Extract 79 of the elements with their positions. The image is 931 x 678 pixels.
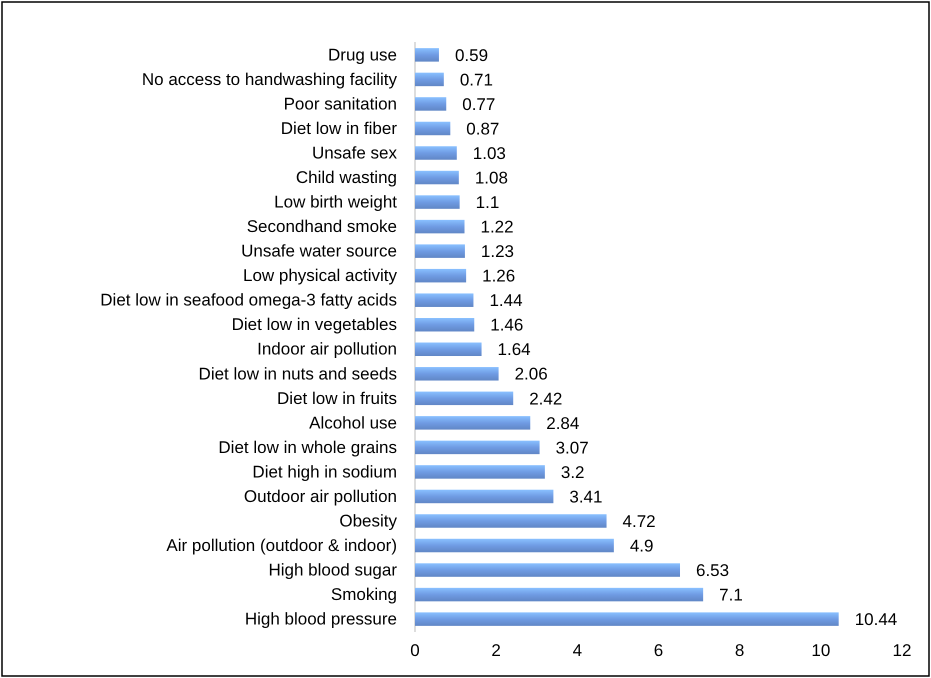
y-tick-label: Diet high in sodium xyxy=(252,462,397,482)
data-label: 3.2 xyxy=(560,462,585,482)
data-label: 1.64 xyxy=(498,340,531,360)
bar xyxy=(415,490,554,504)
data-label: 10.44 xyxy=(854,610,898,630)
x-tick-label: 10 xyxy=(811,641,830,660)
bar xyxy=(415,122,450,136)
y-tick-label: High blood pressure xyxy=(244,610,397,629)
y-tick-label: Air pollution (outdoor & indoor) xyxy=(166,536,397,555)
bar xyxy=(415,514,607,528)
data-label: 1.03 xyxy=(472,144,506,163)
data-label: 0.59 xyxy=(454,46,488,65)
bar xyxy=(415,146,457,160)
y-tick-label: Diet low in seafood omega-3 fatty acids xyxy=(100,290,397,310)
bar xyxy=(415,342,482,356)
data-label: 2.84 xyxy=(546,414,580,433)
data-label: 4.72 xyxy=(622,512,656,531)
data-label: 1.26 xyxy=(482,266,516,286)
y-tick-label: Drug use xyxy=(328,45,397,64)
x-tick-label: 2 xyxy=(491,641,501,660)
bar xyxy=(415,72,444,86)
y-tick-label: Diet low in nuts and seeds xyxy=(198,364,397,384)
bar xyxy=(415,465,545,479)
y-tick-label: Smoking xyxy=(330,585,397,604)
bar xyxy=(415,244,465,258)
y-tick-label: Low birth weight xyxy=(274,192,398,212)
bar xyxy=(415,392,514,406)
data-label: 2.42 xyxy=(529,389,562,408)
x-tick-label: 8 xyxy=(734,641,744,660)
bar xyxy=(415,416,530,430)
y-tick-label: Alcohol use xyxy=(309,413,397,432)
data-label: 3.41 xyxy=(569,487,602,506)
y-tick-label: Diet low in fruits xyxy=(277,388,397,408)
y-tick-label: Indoor air pollution xyxy=(257,340,397,359)
data-label: 1.46 xyxy=(490,316,524,335)
data-label: 1.08 xyxy=(474,168,508,188)
x-tick-label: 0 xyxy=(410,641,420,660)
bar xyxy=(415,97,446,111)
bar xyxy=(415,268,466,282)
y-tick-label: Diet low in vegetables xyxy=(232,315,397,334)
data-label: 1.22 xyxy=(480,218,514,237)
y-tick-label: Low physical activity xyxy=(242,266,398,286)
bar xyxy=(415,170,459,184)
bar xyxy=(415,195,460,209)
data-label: 0.77 xyxy=(462,94,496,114)
y-tick-label: High blood sugar xyxy=(268,560,398,580)
bar xyxy=(415,318,474,332)
data-label: 6.53 xyxy=(696,561,730,580)
x-tick-label: 6 xyxy=(654,641,664,660)
data-label: 0.71 xyxy=(460,70,493,90)
data-label: 1.1 xyxy=(476,193,500,212)
y-tick-label: Diet low in whole grains xyxy=(218,438,397,457)
x-tick-label: 4 xyxy=(572,641,582,660)
data-label: 2.06 xyxy=(514,364,548,384)
x-tick-label: 12 xyxy=(892,641,912,660)
y-tick-label: Unsafe water source xyxy=(241,242,397,261)
bar xyxy=(415,563,680,577)
bar xyxy=(415,440,540,454)
y-tick-label: Obesity xyxy=(339,511,398,530)
y-tick-label: Secondhand smoke xyxy=(246,217,397,236)
y-tick-label: Child wasting xyxy=(296,168,397,187)
bar xyxy=(415,220,465,234)
bar xyxy=(415,48,439,62)
y-tick-label: No access to handwashing facility xyxy=(142,70,398,89)
data-label: 7.1 xyxy=(719,586,743,605)
y-tick-label: Diet low in fiber xyxy=(280,118,398,138)
data-label: 3.07 xyxy=(556,438,589,458)
bar xyxy=(415,367,499,381)
data-label: 1.23 xyxy=(480,242,514,262)
y-tick-label: Outdoor air pollution xyxy=(244,486,397,506)
data-label: 0.87 xyxy=(466,119,500,138)
bar xyxy=(415,612,839,626)
y-tick-label: Unsafe sex xyxy=(312,143,398,162)
y-tick-label: Poor sanitation xyxy=(284,94,397,114)
bar xyxy=(415,293,474,307)
bar xyxy=(415,588,704,602)
bar xyxy=(415,538,614,552)
data-label: 1.44 xyxy=(489,291,523,310)
data-label: 4.9 xyxy=(630,536,654,556)
